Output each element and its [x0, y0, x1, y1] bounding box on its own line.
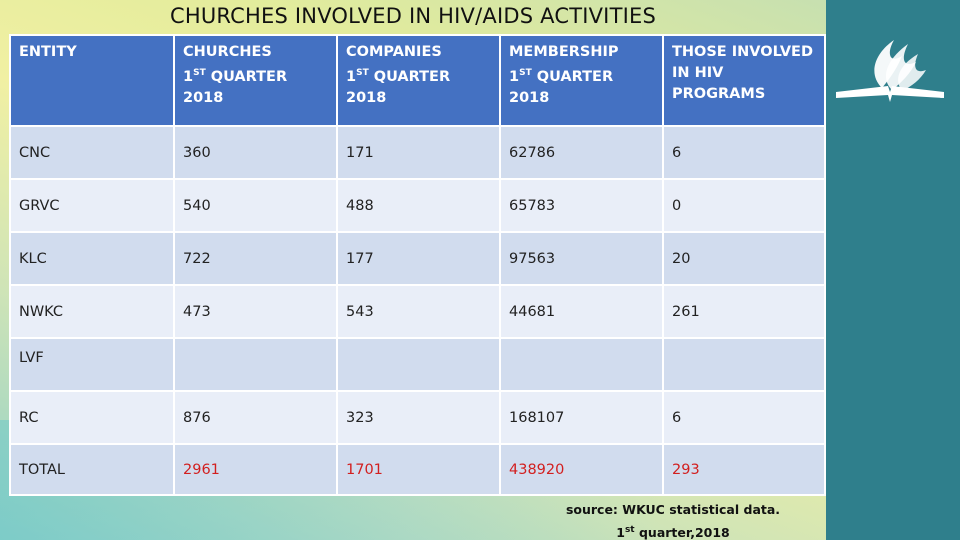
cell-hiv: 20 — [662, 231, 826, 286]
cell-companies: 488 — [336, 178, 501, 233]
cell-membership: 97563 — [499, 231, 664, 286]
table-row: NWKC 473 543 44681 261 — [9, 284, 826, 339]
header-cell-membership: MEMBERSHIP 1ST QUARTER 2018 — [499, 34, 664, 127]
cell-entity: RC — [9, 390, 175, 445]
cell-companies: 177 — [336, 231, 501, 286]
table-row: CNC 360 171 62786 6 — [9, 125, 826, 180]
cell-membership — [499, 337, 664, 392]
table-header-row: ENTITY CHURCHES 1ST QUARTER 2018 COMPANI… — [9, 34, 826, 127]
table-row: LVF — [9, 337, 826, 392]
header-cell-hiv-programs: THOSE INVOLVED IN HIV PROGRAMS — [662, 34, 826, 127]
cell-membership: 62786 — [499, 125, 664, 180]
cell-membership: 168107 — [499, 390, 664, 445]
cell-entity: KLC — [9, 231, 175, 286]
table-row: KLC 722 177 97563 20 — [9, 231, 826, 286]
cell-companies: 323 — [336, 390, 501, 445]
cell-entity: CNC — [9, 125, 175, 180]
header-cell-companies: COMPANIES 1ST QUARTER 2018 — [336, 34, 501, 127]
table-row: RC 876 323 168107 6 — [9, 390, 826, 445]
table-total-row: TOTAL 2961 1701 438920 293 — [9, 443, 826, 496]
cell-churches: 540 — [173, 178, 338, 233]
cell-companies: 171 — [336, 125, 501, 180]
cell-membership: 65783 — [499, 178, 664, 233]
page-title: CHURCHES INVOLVED IN HIV/AIDS ACTIVITIES — [170, 4, 656, 28]
cell-entity: LVF — [9, 337, 175, 392]
source-note: source: WKUC statistical data. 1st quart… — [565, 502, 781, 541]
data-table: ENTITY CHURCHES 1ST QUARTER 2018 COMPANI… — [9, 34, 826, 496]
cell-companies-total: 1701 — [336, 443, 501, 496]
cell-churches: 360 — [173, 125, 338, 180]
cell-entity: TOTAL — [9, 443, 175, 496]
cell-hiv: 0 — [662, 178, 826, 233]
registered-mark: ® — [938, 92, 945, 100]
cell-hiv: 6 — [662, 390, 826, 445]
cell-churches: 473 — [173, 284, 338, 339]
cell-entity: GRVC — [9, 178, 175, 233]
cell-churches-total: 2961 — [173, 443, 338, 496]
cell-hiv: 261 — [662, 284, 826, 339]
cell-entity: NWKC — [9, 284, 175, 339]
cell-hiv: 6 — [662, 125, 826, 180]
header-cell-entity: ENTITY — [9, 34, 175, 127]
cell-hiv — [662, 337, 826, 392]
cell-companies: 543 — [336, 284, 501, 339]
cell-membership-total: 438920 — [499, 443, 664, 496]
header-cell-churches: CHURCHES 1ST QUARTER 2018 — [173, 34, 338, 127]
cell-companies — [336, 337, 501, 392]
cell-hiv-total: 293 — [662, 443, 826, 496]
flame-bible-logo-icon: ® — [836, 40, 945, 102]
cell-churches: 876 — [173, 390, 338, 445]
cell-membership: 44681 — [499, 284, 664, 339]
cell-churches — [173, 337, 338, 392]
table-row: GRVC 540 488 65783 0 — [9, 178, 826, 233]
cell-churches: 722 — [173, 231, 338, 286]
